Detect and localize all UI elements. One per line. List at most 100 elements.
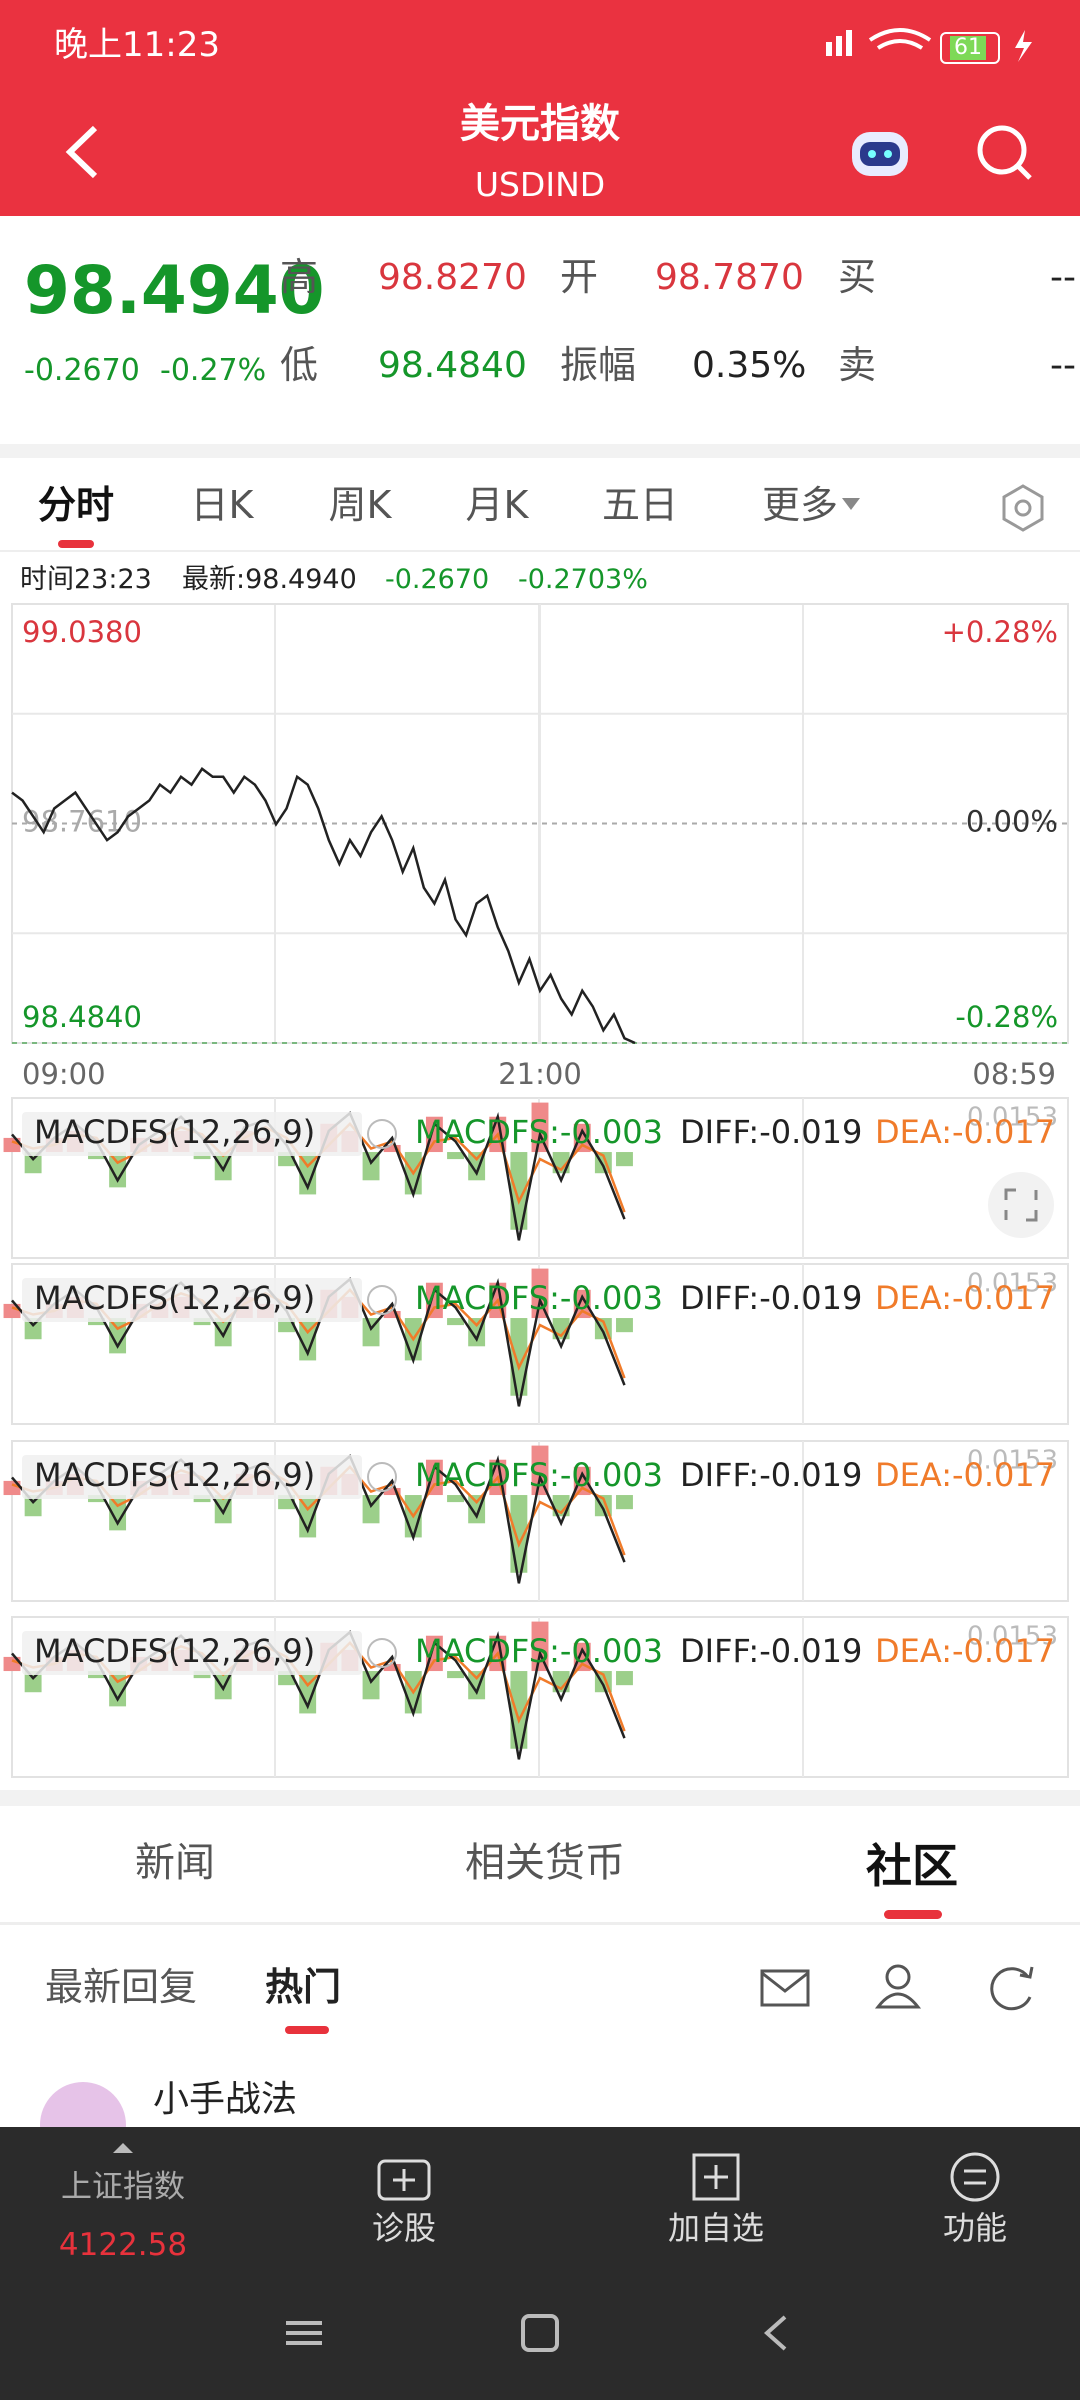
macd-tick-label: 0.0153 <box>967 1622 1058 1652</box>
help-icon <box>367 1638 397 1668</box>
indicator-readout: DIFF:-0.019 <box>680 1279 862 1317</box>
y2-tick-label: +0.28% <box>942 615 1058 649</box>
macd-histogram-bar <box>3 1303 21 1319</box>
menu-button[interactable] <box>286 2321 322 2345</box>
buy: -- <box>1050 257 1076 298</box>
sell: -- <box>1050 345 1076 386</box>
nav-item[interactable]: 诊股 <box>371 2209 437 2247</box>
macd-histogram-bar <box>3 1656 21 1672</box>
y-tick-label: 99.0380 <box>22 615 142 649</box>
detail-tab[interactable]: 新闻 <box>135 1840 215 1886</box>
indicator-readout: DIFF:-0.019 <box>680 1632 862 1670</box>
nav-item[interactable]: 加自选 <box>667 2209 765 2247</box>
macd-histogram-bar <box>616 1152 633 1167</box>
indicator-name: MACDFS(12,26,9) <box>34 1279 315 1317</box>
diff-line <box>11 1277 626 1407</box>
x-tick-label: 08:59 <box>972 1057 1056 1091</box>
info-latest: 最新:98.4940 <box>182 564 357 595</box>
detail-tab[interactable]: 社区 <box>866 1839 958 1893</box>
y2-tick-label: -0.28% <box>955 1000 1058 1034</box>
active-tab-indicator <box>58 540 94 548</box>
macd-histogram-bar <box>425 1635 443 1672</box>
separator <box>0 1790 1080 1806</box>
detail-tab-indicator <box>884 1910 942 1919</box>
macd-histogram-bar <box>24 1495 42 1517</box>
robot-eye <box>884 150 892 158</box>
robot-face <box>860 142 900 166</box>
diff-line <box>11 1111 626 1241</box>
open-label: 开 <box>560 255 599 299</box>
indicator-name: MACDFS(12,26,9) <box>34 1456 315 1494</box>
period-tab[interactable]: 周K <box>328 483 392 527</box>
post-author: 小手战法 <box>153 2079 298 2120</box>
diagnose-icon <box>377 2159 431 2201</box>
indicator-readout: MACDFS:-0.003 <box>415 1113 663 1151</box>
settings-icon[interactable] <box>998 483 1048 533</box>
macd-histogram-bar <box>24 1318 42 1340</box>
indicator-readout: DEA:-0.017 <box>875 1279 1055 1317</box>
period-tab[interactable]: 月K <box>465 483 529 527</box>
macd-histogram-bar <box>425 1116 443 1153</box>
index-arrow <box>113 2143 133 2153</box>
macd-histogram-bar <box>616 1318 633 1333</box>
diagnose-plus <box>393 2169 415 2191</box>
period-tab[interactable]: 更多 <box>761 483 839 527</box>
more-arrow <box>842 498 860 510</box>
change: -0.2670 <box>24 353 140 388</box>
macd-histogram-bar <box>383 1144 401 1153</box>
wifi <box>868 28 932 50</box>
y-tick-label: 98.7610 <box>22 805 142 839</box>
add-plus <box>704 2165 728 2189</box>
macd-histogram-bar <box>447 1671 464 1679</box>
home-button[interactable] <box>521 2314 559 2352</box>
nav-back-button[interactable] <box>763 2315 787 2351</box>
fullscreen-button <box>988 1172 1054 1238</box>
refresh-icon[interactable] <box>990 1967 1032 2011</box>
refresh-arrow <box>1019 1966 1034 1979</box>
amplitude-label: 振幅 <box>560 343 637 387</box>
macd-histogram-bar <box>425 1459 443 1496</box>
macd-histogram-bar <box>573 1642 591 1672</box>
indicator-readout: DIFF:-0.019 <box>680 1113 862 1151</box>
low-label: 低 <box>280 343 319 387</box>
macd-histogram-bar <box>447 1152 464 1160</box>
status-icons <box>65 28 1032 180</box>
community-tab-indicator <box>285 2026 329 2034</box>
index-name[interactable]: 上证指数 <box>61 2169 185 2205</box>
index-value: 4122.58 <box>58 2227 188 2263</box>
indicator-readout: MACDFS:-0.003 <box>415 1632 663 1670</box>
period-tab[interactable]: 五日 <box>601 483 679 527</box>
detail-tab[interactable]: 相关货币 <box>465 1840 625 1886</box>
macd-histogram-bar <box>383 1663 401 1672</box>
back-button[interactable] <box>65 125 98 179</box>
user-icon[interactable] <box>885 1964 911 1990</box>
macd-histogram-bar <box>383 1310 401 1319</box>
diff-line <box>11 1454 626 1584</box>
period-tab[interactable]: 分时 <box>37 483 115 527</box>
macd-tick-label: 0.0153 <box>967 1446 1058 1476</box>
amplitude: 0.35% <box>692 345 807 386</box>
battery-level: 61 <box>950 36 986 60</box>
sell-label: 卖 <box>838 343 877 387</box>
indicator-chip <box>22 1278 362 1322</box>
signal <box>836 36 842 56</box>
separator <box>0 550 1080 552</box>
search-button[interactable] <box>977 125 1027 175</box>
indicator-chip <box>22 1455 362 1499</box>
buy-label: 买 <box>838 255 877 299</box>
nav-item[interactable]: 功能 <box>942 2209 1008 2247</box>
status-time: 晚上11:23 <box>54 25 220 65</box>
community-tab[interactable]: 最新回复 <box>45 1965 198 2009</box>
period-tab[interactable]: 日K <box>190 483 254 527</box>
indicator-name: MACDFS(12,26,9) <box>34 1632 315 1670</box>
diff-line <box>11 1630 626 1760</box>
macd-histogram-bar <box>447 1318 464 1326</box>
macd-tick-label: 0.0153 <box>967 1103 1058 1133</box>
y2-tick-label: 0.00% <box>966 805 1058 839</box>
help-icon <box>367 1285 397 1315</box>
battery <box>940 32 1000 64</box>
mail-icon[interactable] <box>760 1969 810 2007</box>
function-lines <box>964 2169 986 2185</box>
community-tab[interactable]: 热门 <box>265 1965 342 2009</box>
